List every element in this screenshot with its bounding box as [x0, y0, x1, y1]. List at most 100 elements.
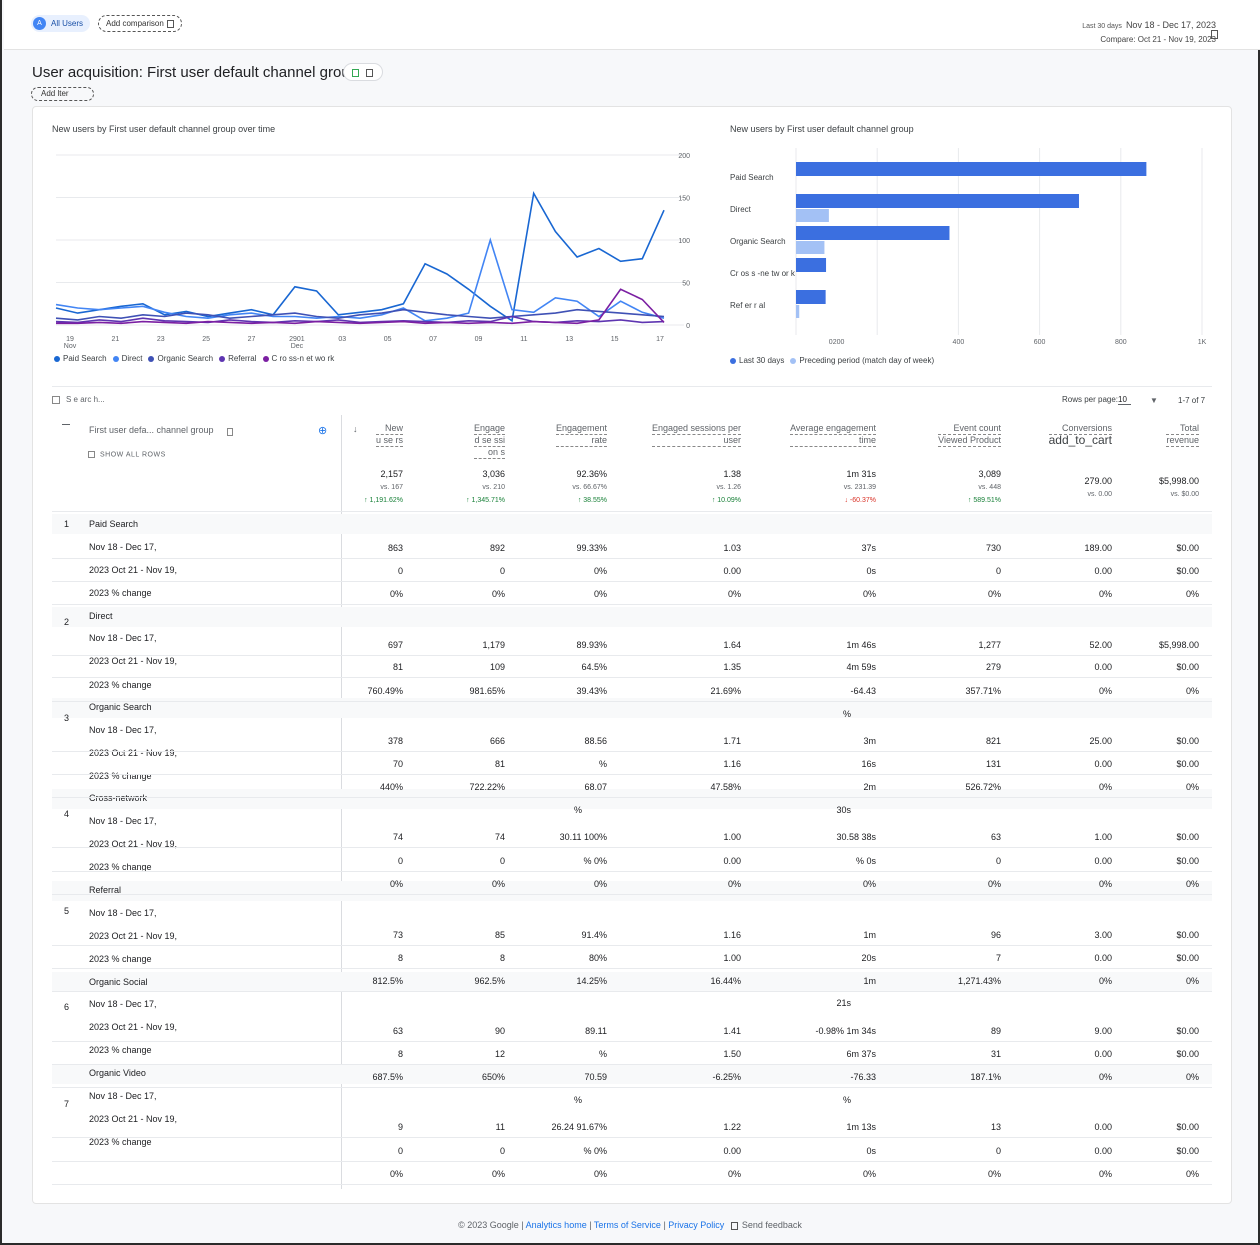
row-divider	[52, 701, 1212, 702]
bar-current	[796, 258, 827, 272]
segment-chip[interactable]: A All Users	[31, 15, 91, 32]
table-cell: %	[598, 1049, 607, 1059]
row-label: 2023 Oct 21 - Nov 19,	[89, 931, 178, 941]
table-cell: 0.00	[1094, 856, 1112, 866]
search-input[interactable]: S e arc h...	[66, 395, 105, 404]
table-cell: $5,998.00	[1158, 640, 1199, 650]
column-header[interactable]: Engage d se ssi on s	[473, 423, 505, 459]
group-row-band	[52, 607, 1212, 627]
add-comparison-button[interactable]: Add comparison	[98, 15, 182, 32]
legend-label: Referral	[228, 354, 257, 363]
line-legend-item[interactable]: C ro ss-n et wo rk	[262, 354, 334, 363]
total-compare: vs. 231.39	[843, 484, 876, 491]
line-legend-item[interactable]: Direct	[112, 354, 142, 363]
table-cell: 85	[494, 930, 505, 940]
line-legend-item[interactable]: Organic Search	[148, 354, 213, 363]
table-cell: 730	[985, 543, 1001, 553]
table-cell: 1m 13s	[846, 1122, 876, 1132]
table-cell: 2m	[863, 782, 876, 792]
column-header[interactable]: Event count Viewed Product	[938, 423, 1001, 447]
line-legend-item[interactable]: Paid Search	[54, 354, 107, 363]
table-cell: 0%	[593, 589, 607, 599]
table-cell: 63	[392, 1026, 403, 1036]
row-divider	[52, 871, 1212, 872]
column-header[interactable]: Engagement rate	[555, 423, 607, 447]
table-cell: 0.00	[1094, 1146, 1112, 1156]
terms-link[interactable]: Terms of Service	[593, 1220, 661, 1230]
rows-per-page[interactable]: Rows per page:10	[1062, 395, 1131, 405]
table-cell: 96	[990, 930, 1001, 940]
table-cell: 1.41	[723, 1026, 741, 1036]
column-header[interactable]: Engaged sessions per user	[651, 423, 741, 447]
table-cell: -6.25%	[712, 1072, 741, 1082]
column-header[interactable]: Conversions add_to_cart	[1048, 423, 1112, 446]
column-header-line: revenue	[1166, 435, 1199, 447]
table-cell: 30.11 100%	[559, 832, 607, 842]
column-header-line: New	[375, 423, 403, 435]
chevron-down-icon[interactable]: ▼	[1150, 396, 1158, 405]
table-cell: 526.72%	[965, 782, 1001, 792]
send-feedback-link[interactable]: Send feedback	[741, 1220, 802, 1230]
column-header[interactable]: Total revenue	[1166, 423, 1199, 447]
table-cell: $0.00	[1176, 662, 1199, 672]
date-range-picker[interactable]: Last 30 days Nov 18 - Dec 17, 2023 Compar…	[1082, 19, 1216, 46]
table-search[interactable]: S e arc h...	[52, 395, 105, 404]
table-cell: 0%	[727, 879, 741, 889]
x-tick-label: 07	[429, 336, 437, 343]
analytics-home-link[interactable]: Analytics home	[525, 1220, 587, 1230]
show-all-rows-label: SHOW ALL ROWS	[100, 451, 166, 459]
table-cell: $0.00	[1176, 930, 1199, 940]
bar-x-tick-label: 400	[953, 339, 965, 346]
table-cell: 357.71%	[965, 686, 1001, 696]
total-compare: vs. 448	[978, 484, 1001, 491]
dimension-dropdown-icon[interactable]	[227, 428, 233, 436]
table-cell: 760.49%	[367, 686, 403, 696]
rows-per-page-value[interactable]: 10	[1118, 395, 1131, 405]
report-status-icon[interactable]	[352, 69, 359, 77]
x-tick-label: 21	[111, 336, 119, 343]
row-divider	[52, 1041, 1212, 1042]
table-cell: $0.00	[1176, 543, 1199, 553]
x-tick-sublabel: Nov	[64, 343, 77, 350]
line-legend-item[interactable]: Referral	[219, 354, 257, 363]
show-all-rows[interactable]: SHOW ALL ROWS	[88, 451, 166, 458]
table-cell: 892	[489, 543, 505, 553]
table-cell: $0.00	[1176, 1026, 1199, 1036]
bar-current	[796, 162, 1147, 176]
search-icon	[52, 395, 60, 404]
column-header-line: Engagement	[555, 423, 607, 435]
table-cell: 1.64	[723, 640, 741, 650]
customize-report-icon[interactable]	[366, 69, 373, 77]
row-label: Cross-network	[89, 793, 148, 803]
row-label: 2023 Oct 21 - Nov 19,	[89, 565, 178, 575]
date-range: Nov 18 - Dec 17, 2023	[1125, 20, 1216, 30]
table-cell: 0%	[727, 1169, 741, 1179]
row-label: Nov 18 - Dec 17,	[89, 542, 157, 552]
series-line-5	[56, 288, 665, 325]
calendar-icon[interactable]	[1211, 30, 1218, 39]
table-cell-wrap: %	[573, 805, 582, 815]
column-header[interactable]: New u se rs	[375, 423, 403, 447]
sort-descending-icon[interactable]: ↓	[353, 424, 358, 434]
collapse-all-icon[interactable]	[62, 424, 70, 425]
add-dimension-icon[interactable]: ⊕	[318, 425, 328, 437]
table-cell: 31	[990, 1049, 1001, 1059]
add-filter-button[interactable]: Add lter	[31, 87, 94, 101]
compare-range: Compare: Oct 21 - Nov 19, 2023	[1100, 35, 1216, 44]
total-main: 1.38	[723, 469, 741, 479]
total-value: 3,089 vs. 448 ↑ 589.51%	[968, 468, 1001, 507]
column-header[interactable]: Average engagement time	[790, 423, 876, 447]
line-chart-legend: Paid Search Direct Organic Search Referral C…	[54, 354, 340, 363]
table-cell: -76.33	[850, 1072, 876, 1082]
dimension-header[interactable]: First user defa... channel group	[89, 425, 214, 435]
bar-previous	[796, 305, 800, 318]
checkbox-icon[interactable]	[88, 451, 95, 458]
row-label: 2023 % change	[89, 771, 152, 781]
privacy-link[interactable]: Privacy Policy	[668, 1220, 725, 1230]
table-cell: $0.00	[1176, 856, 1199, 866]
table-cell: 0%	[1185, 1169, 1199, 1179]
column-header-line: Conversions	[1048, 423, 1112, 435]
table-cell: $0.00	[1176, 953, 1199, 963]
column-header-line: on s	[473, 447, 505, 459]
group-row-band	[52, 881, 1212, 901]
